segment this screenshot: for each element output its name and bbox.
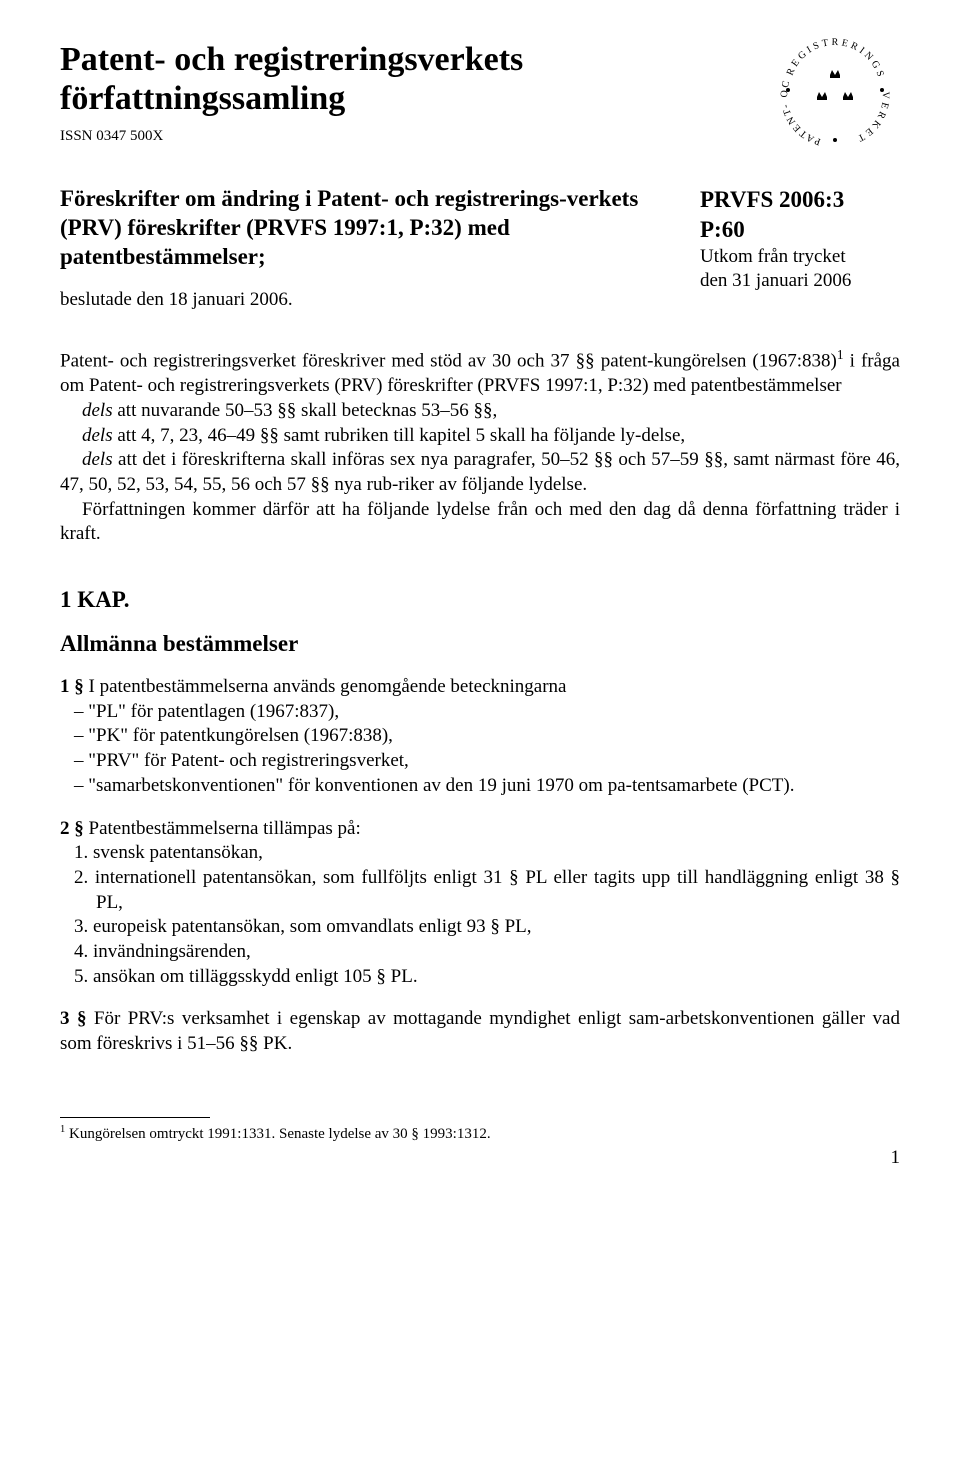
section-1-lead: 1 § I patentbestämmelserna används genom… (60, 675, 900, 700)
preamble-p1a: Patent- och registreringsverket föreskri… (60, 351, 837, 372)
prv-seal-icon: REGISTRERINGS VERKET PATENT- OCH (770, 25, 900, 155)
dels-2: dels att 4, 7, 23, 46–49 §§ samt rubrike… (60, 424, 900, 449)
preamble-p2: Författningen kommer därför att ha följa… (60, 498, 900, 547)
footnote-separator (60, 1117, 210, 1118)
svg-text:VERKET: VERKET (853, 91, 891, 144)
section-1-lead-text: 1 § I patentbestämmelserna används genom… (60, 676, 566, 697)
list-item: – "samarbetskonventionen" för konvention… (60, 774, 900, 799)
page-number: 1 (60, 1147, 900, 1169)
dels-1: dels att nuvarande 50–53 §§ skall beteck… (60, 399, 900, 424)
list-item: 5. ansökan om tilläggsskydd enligt 105 §… (60, 965, 900, 990)
meta-row: Föreskrifter om ändring i Patent- och re… (60, 185, 900, 311)
footnote-ref: 1 (837, 347, 844, 362)
list-item: 4. invändningsärenden, (60, 940, 900, 965)
list-item: 3. europeisk patentansökan, som omvandla… (60, 915, 900, 940)
section-3: 3 § För PRV:s verksamhet i egenskap av m… (60, 1007, 900, 1056)
subtitle-block: Föreskrifter om ändring i Patent- och re… (60, 185, 700, 311)
issn-label: ISSN 0347 500X (60, 128, 750, 145)
publication-issued-2: den 31 januari 2006 (700, 269, 900, 294)
prv-logo: REGISTRERINGS VERKET PATENT- OCH (770, 25, 900, 155)
dels-word-3: dels (82, 449, 113, 470)
publication-id: PRVFS 2006:3 (700, 185, 900, 215)
footnote-text: Kungörelsen omtryckt 1991:1331. Senaste … (65, 1126, 490, 1142)
list-item: 2. internationell patentansökan, som ful… (60, 866, 900, 915)
list-item: – "PL" för patentlagen (1967:837), (60, 700, 900, 725)
preamble: Patent- och registreringsverket föreskri… (60, 346, 900, 547)
title-line1: Patent- och registreringsverkets (60, 41, 523, 78)
dels-2-text: att 4, 7, 23, 46–49 §§ samt rubriken til… (113, 425, 686, 446)
publication-info: PRVFS 2006:3 P:60 Utkom från trycket den… (700, 185, 900, 294)
section-2-list: 1. svensk patentansökan, 2. internatione… (60, 841, 900, 989)
dels-3-text: att det i föreskrifterna skall införas s… (60, 449, 900, 495)
preamble-p1: Patent- och registreringsverket föreskri… (60, 346, 900, 399)
list-item: – "PRV" för Patent- och registreringsver… (60, 749, 900, 774)
section-2-lead: 2 § Patentbestämmelserna tillämpas på: (60, 817, 900, 842)
list-item: 1. svensk patentansökan, (60, 841, 900, 866)
dels-3: dels att det i föreskrifterna skall infö… (60, 448, 900, 497)
publication-issued-1: Utkom från trycket (700, 245, 900, 270)
publication-title: Patent- och registreringsverkets författ… (60, 40, 750, 118)
publication-p: P:60 (700, 215, 900, 245)
footnote: 1 Kungörelsen omtryckt 1991:1331. Senast… (60, 1124, 900, 1143)
dels-word-2: dels (82, 425, 113, 446)
header-row: Patent- och registreringsverkets författ… (60, 40, 900, 155)
section-1-list: – "PL" för patentlagen (1967:837), – "PK… (60, 700, 900, 799)
decided-date: beslutade den 18 januari 2006. (60, 289, 660, 311)
section-1: 1 § I patentbestämmelserna används genom… (60, 675, 900, 798)
chapter-1-heading: Allmänna bestämmelser (60, 631, 900, 657)
title-block: Patent- och registreringsverkets författ… (60, 40, 750, 145)
dels-word-1: dels (82, 400, 113, 421)
title-line2: författningssamling (60, 80, 345, 117)
regulation-subtitle: Föreskrifter om ändring i Patent- och re… (60, 185, 660, 271)
dels-1-text: att nuvarande 50–53 §§ skall betecknas 5… (113, 400, 498, 421)
chapter-1-title: 1 KAP. (60, 587, 900, 613)
section-2: 2 § Patentbestämmelserna tillämpas på: 1… (60, 817, 900, 990)
list-item: – "PK" för patentkungörelsen (1967:838), (60, 724, 900, 749)
